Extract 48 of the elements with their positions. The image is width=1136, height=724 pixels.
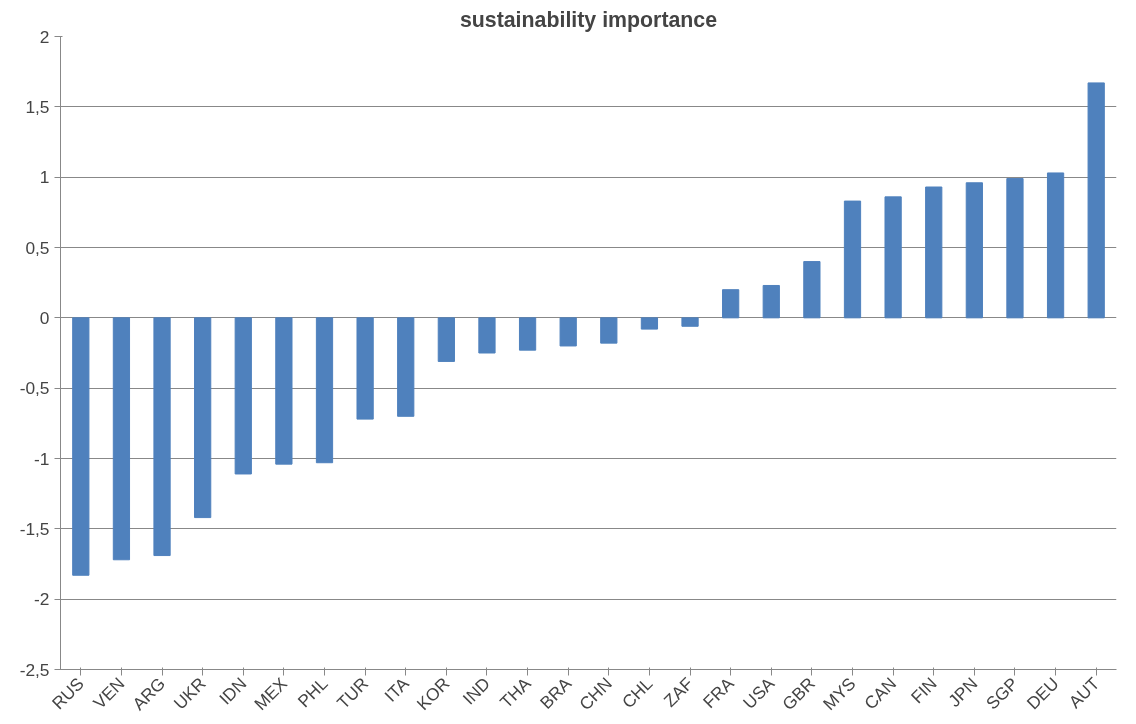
y-tick-label: 0 xyxy=(39,307,50,328)
bar xyxy=(762,284,780,319)
x-tick-label: IND xyxy=(458,673,495,709)
bar xyxy=(803,261,821,319)
bar xyxy=(722,289,740,319)
bar xyxy=(559,317,577,347)
bar xyxy=(884,196,902,319)
x-tick-label: USA xyxy=(739,673,779,713)
x-tick-label: FIN xyxy=(906,673,941,708)
bar xyxy=(234,317,252,475)
bar xyxy=(112,317,131,561)
bar xyxy=(1087,82,1105,319)
y-tick-label: 0,5 xyxy=(25,237,50,258)
bar xyxy=(600,317,618,344)
bar xyxy=(681,317,699,327)
bar xyxy=(843,200,862,319)
bar xyxy=(518,317,537,351)
bar xyxy=(925,186,943,319)
y-tick-label: -1 xyxy=(34,448,50,469)
bar xyxy=(315,317,334,464)
bar xyxy=(640,317,659,330)
x-tick-label: IDN xyxy=(215,673,251,709)
y-tick-label: 1 xyxy=(39,167,50,188)
x-tick-label: THA xyxy=(495,673,535,713)
x-tick-label: TUR xyxy=(332,673,373,713)
y-tick-label: -2 xyxy=(34,589,50,610)
bar xyxy=(1046,172,1065,319)
chart-title: sustainability importance xyxy=(459,7,718,32)
x-tick-label: BRA xyxy=(535,673,576,713)
bar xyxy=(965,182,983,319)
x-tick-label: ITA xyxy=(380,673,414,706)
y-tick-label: -1,5 xyxy=(19,518,50,539)
x-tick-label: CHL xyxy=(617,673,657,713)
bar xyxy=(356,317,374,420)
bar xyxy=(275,317,293,465)
y-tick-label: -2,5 xyxy=(19,659,50,680)
bar xyxy=(478,317,496,354)
x-tick-label: FRA xyxy=(699,673,739,713)
x-tick-label: PHL xyxy=(293,673,332,712)
bar xyxy=(153,317,171,557)
y-tick-label: 1,5 xyxy=(25,96,50,117)
bar xyxy=(397,317,415,417)
bar xyxy=(194,317,212,519)
bar xyxy=(437,317,455,362)
y-tick-label: 2 xyxy=(39,26,50,47)
y-tick-label: -0,5 xyxy=(19,378,50,399)
bar xyxy=(1006,178,1024,319)
bar xyxy=(72,317,90,576)
